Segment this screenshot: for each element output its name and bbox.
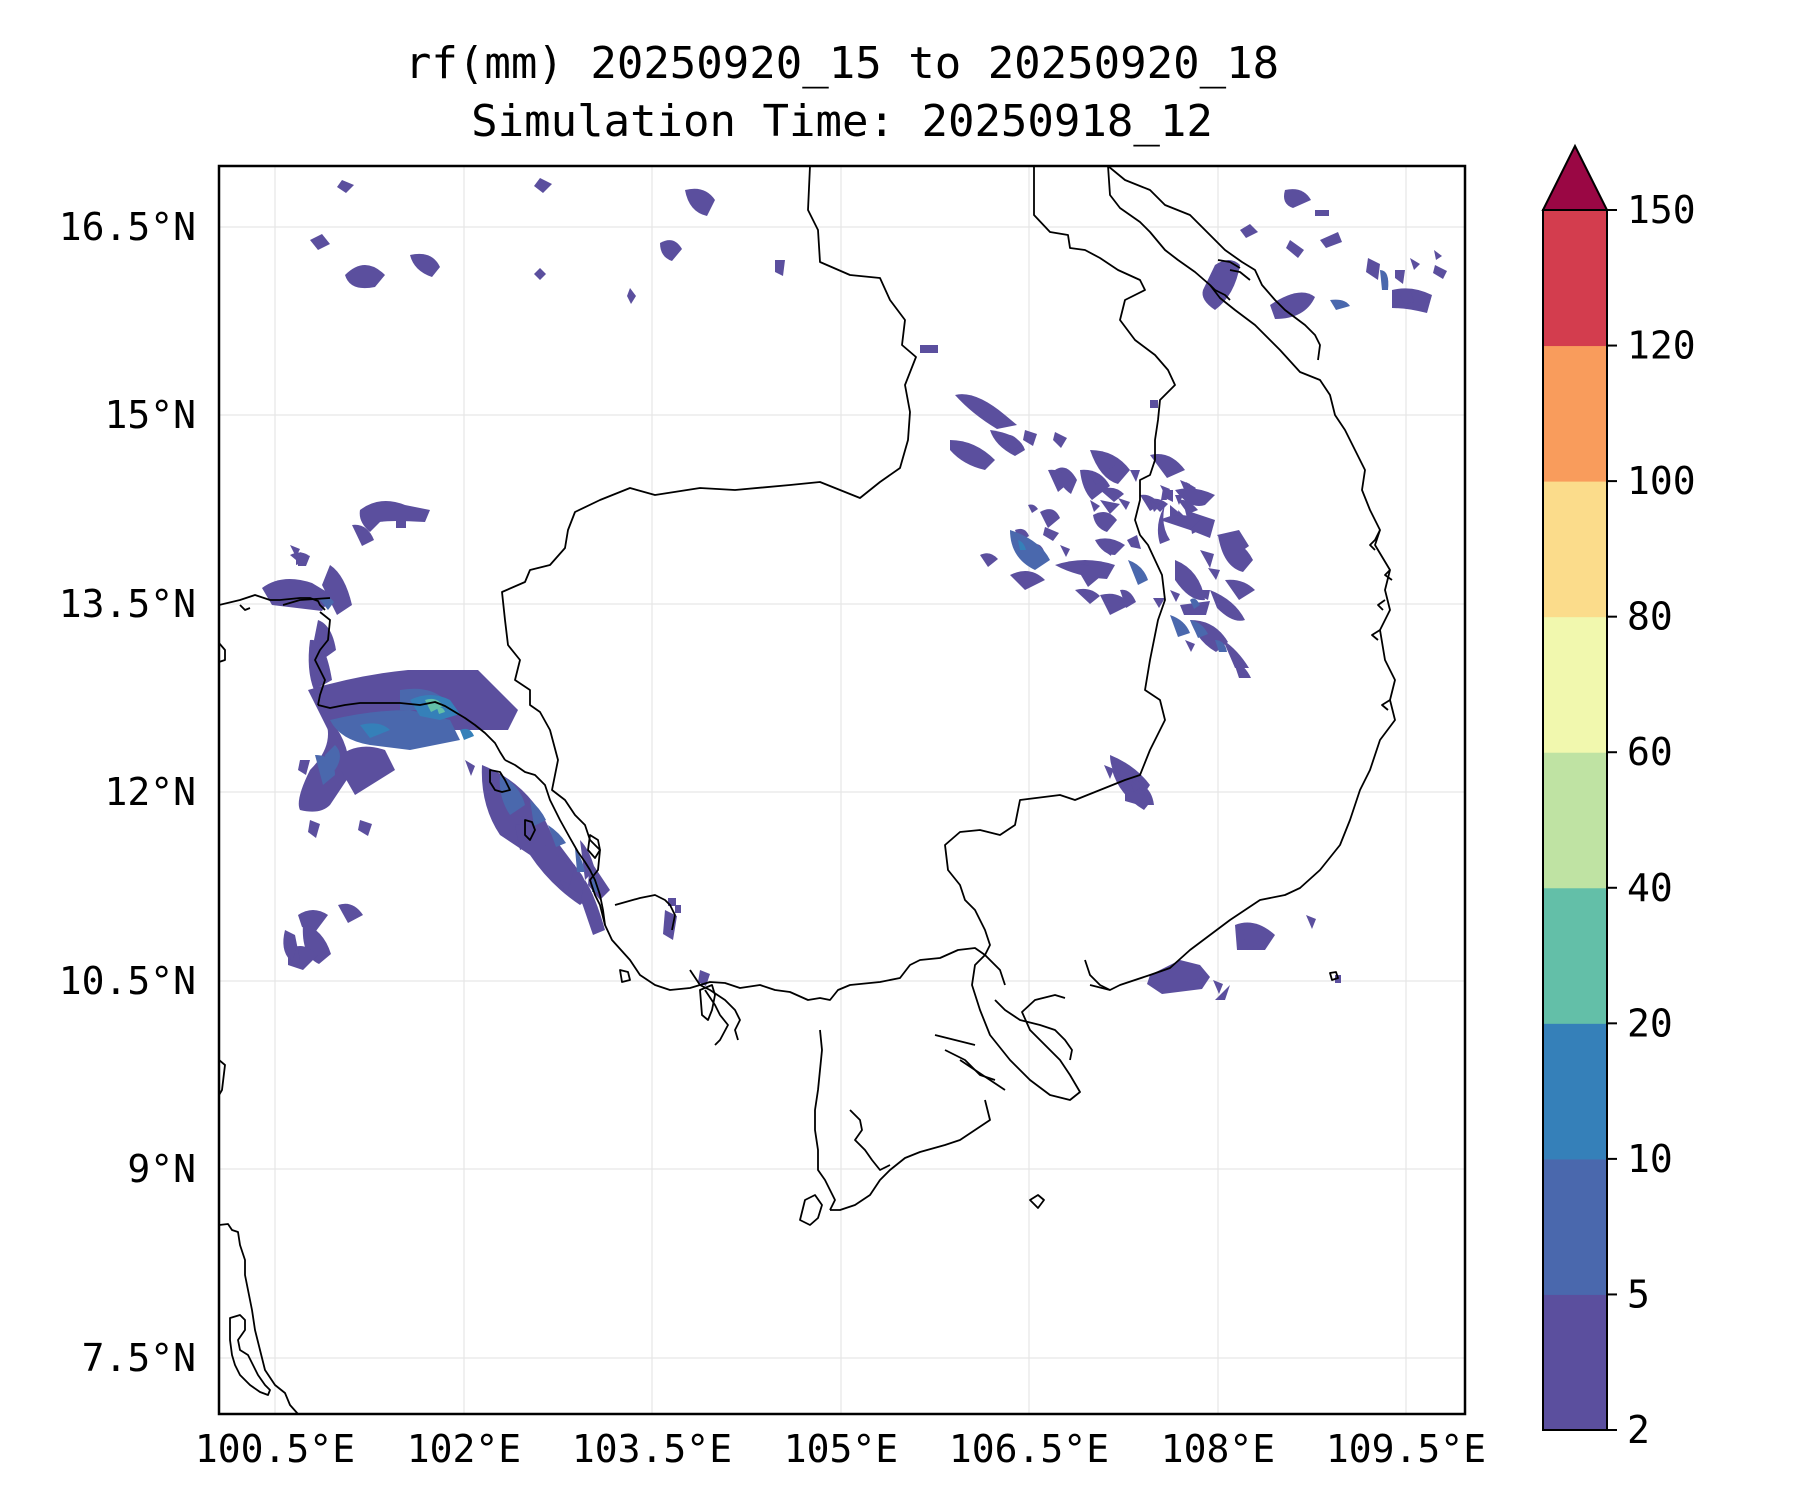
colorbar-segment <box>1543 345 1607 482</box>
gridlines <box>219 166 1465 1414</box>
map-frame <box>217 164 1467 1416</box>
map-title-line1: rf(mm) 20250920_15 to 20250920_18 <box>405 38 1279 89</box>
colorbar-tick-label: 2 <box>1627 1408 1650 1452</box>
lat-label: 16.5°N <box>59 205 196 249</box>
rainfall-20-40mm <box>425 698 445 714</box>
lon-label: 106.5°E <box>949 1427 1109 1471</box>
map-title-line2: Simulation Time: 20250918_12 <box>471 96 1213 147</box>
colorbar-frame <box>1542 209 1608 1431</box>
colorbar-tick-label: 100 <box>1627 459 1696 503</box>
colorbar-tick-label: 60 <box>1627 730 1673 774</box>
latitude-labels: 16.5°N 15°N 13.5°N 12°N 10.5°N 9°N 7.5°N <box>59 205 196 1380</box>
lon-label: 105°E <box>784 1427 898 1471</box>
colorbar-segment <box>1543 1158 1607 1295</box>
map-panel <box>219 166 1465 1414</box>
lon-label: 100.5°E <box>195 1427 355 1471</box>
colorbar-segment <box>1543 1023 1607 1160</box>
colorbar-segment <box>1543 210 1607 347</box>
lon-label: 108°E <box>1161 1427 1275 1471</box>
colorbar-tick-label: 80 <box>1627 595 1673 639</box>
lat-label: 9°N <box>127 1147 196 1191</box>
colorbar-segment <box>1543 1294 1607 1431</box>
colorbar-segment <box>1543 481 1607 618</box>
lon-label: 102°E <box>407 1427 521 1471</box>
colorbar-tick-label: 10 <box>1627 1137 1673 1181</box>
lat-label: 15°N <box>104 393 196 437</box>
colorbar-tick-label: 40 <box>1627 866 1673 910</box>
coastlines-borders <box>219 166 1396 1414</box>
lat-label: 10.5°N <box>59 959 196 1003</box>
colorbar-tick-label: 20 <box>1627 1001 1673 1045</box>
longitude-labels: 100.5°E 102°E 103.5°E 105°E 106.5°E 108°… <box>195 1427 1486 1471</box>
rainfall-2-5mm <box>262 178 1447 1000</box>
lat-label: 13.5°N <box>59 582 196 626</box>
colorbar-extend-arrow <box>1541 143 1609 211</box>
rainfall-10-20mm <box>360 540 1026 740</box>
colorbar-tick-label: 120 <box>1627 324 1696 368</box>
lat-label: 7.5°N <box>82 1336 196 1380</box>
lon-label: 109.5°E <box>1326 1427 1486 1471</box>
colorbar-segment <box>1543 887 1607 1024</box>
lat-label: 12°N <box>104 770 196 814</box>
lon-label: 103.5°E <box>572 1427 732 1471</box>
colorbar: 2 5 10 20 40 60 80 100 120 150 <box>1541 143 1696 1452</box>
colorbar-segment <box>1543 616 1607 753</box>
colorbar-segment <box>1543 752 1607 889</box>
colorbar-tick-label: 5 <box>1627 1272 1650 1316</box>
colorbar-tick-label: 150 <box>1627 188 1696 232</box>
